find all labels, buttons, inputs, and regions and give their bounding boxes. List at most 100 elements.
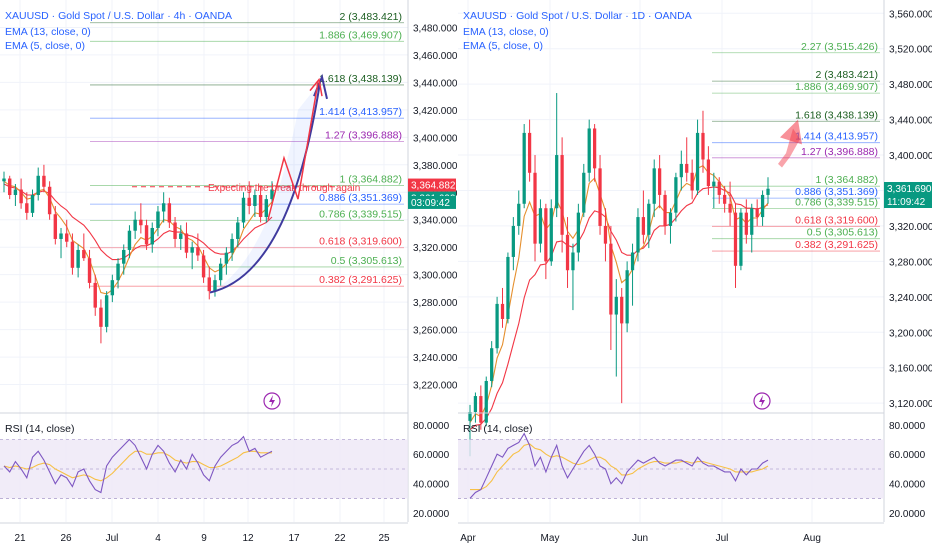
candle[interactable] [110, 280, 115, 296]
candle[interactable] [587, 128, 591, 173]
candle[interactable] [690, 172, 694, 191]
candle[interactable] [53, 214, 58, 239]
candle[interactable] [133, 219, 137, 231]
candle[interactable] [506, 256, 510, 319]
candle[interactable] [473, 396, 478, 412]
candle[interactable] [99, 307, 103, 327]
candle[interactable] [468, 412, 472, 421]
candle[interactable] [82, 249, 86, 259]
candle[interactable] [766, 188, 770, 195]
candle[interactable] [104, 295, 109, 327]
candle[interactable] [236, 222, 240, 239]
candle[interactable] [47, 186, 52, 215]
candle[interactable] [760, 194, 765, 218]
candle[interactable] [614, 296, 618, 315]
candle[interactable] [744, 212, 748, 235]
candle[interactable] [201, 255, 206, 278]
candle[interactable] [150, 227, 154, 245]
candle[interactable] [571, 252, 575, 271]
candle[interactable] [241, 197, 246, 223]
candle[interactable] [544, 208, 548, 262]
candle[interactable] [179, 233, 183, 239]
candle[interactable] [122, 249, 126, 264]
candle[interactable] [184, 233, 189, 253]
candle[interactable] [224, 252, 229, 264]
candle[interactable] [247, 197, 251, 206]
candle[interactable] [65, 233, 69, 242]
candle[interactable] [750, 208, 754, 235]
candle[interactable] [218, 263, 223, 281]
candle[interactable] [19, 189, 23, 204]
candle[interactable] [196, 247, 200, 256]
candle[interactable] [549, 208, 553, 262]
candle[interactable] [668, 212, 673, 226]
candle[interactable] [592, 128, 597, 169]
candle[interactable] [701, 132, 705, 160]
candle[interactable] [685, 163, 689, 173]
candle[interactable] [733, 212, 738, 266]
candle[interactable] [270, 189, 274, 200]
candle[interactable] [517, 203, 521, 226]
candle[interactable] [25, 203, 29, 213]
lightning-icon[interactable] [263, 392, 281, 410]
candle[interactable] [59, 233, 63, 239]
candle[interactable] [76, 249, 80, 268]
candle[interactable] [139, 219, 143, 226]
candle[interactable] [2, 178, 6, 182]
candle[interactable] [253, 195, 257, 206]
candle[interactable] [555, 155, 559, 209]
candle[interactable] [161, 203, 166, 212]
candle[interactable] [87, 258, 92, 283]
candle[interactable] [576, 212, 580, 253]
candle[interactable] [500, 303, 505, 319]
candle[interactable] [7, 178, 12, 196]
candle[interactable] [620, 296, 624, 324]
candle[interactable] [647, 203, 651, 235]
candle[interactable] [30, 195, 35, 213]
candle[interactable] [213, 280, 217, 292]
candle[interactable] [712, 181, 716, 187]
candle[interactable] [207, 277, 211, 292]
lightning-icon[interactable] [753, 392, 771, 410]
candle[interactable] [144, 225, 149, 245]
candle[interactable] [127, 230, 132, 250]
candle[interactable] [630, 252, 635, 271]
candle[interactable] [652, 168, 656, 204]
candle[interactable] [13, 189, 18, 196]
candle[interactable] [658, 168, 662, 195]
candle[interactable] [116, 263, 120, 281]
candle[interactable] [728, 203, 732, 213]
candle[interactable] [565, 234, 570, 271]
candle[interactable] [755, 208, 759, 218]
candle[interactable] [706, 159, 711, 187]
candle[interactable] [695, 132, 700, 191]
candle[interactable] [70, 241, 75, 268]
candle[interactable] [42, 175, 46, 187]
candle[interactable] [490, 348, 494, 381]
candle[interactable] [93, 282, 97, 308]
candle[interactable] [484, 380, 488, 423]
candle[interactable] [560, 155, 564, 235]
candle[interactable] [717, 181, 721, 195]
candle[interactable] [679, 163, 683, 178]
candle[interactable] [511, 225, 515, 257]
candle[interactable] [598, 168, 602, 226]
candle[interactable] [264, 199, 269, 217]
candle[interactable] [527, 132, 532, 173]
candle[interactable] [533, 172, 537, 244]
candle[interactable] [522, 132, 526, 204]
candle[interactable] [156, 211, 160, 228]
candle[interactable] [173, 222, 177, 239]
candle[interactable] [609, 243, 613, 315]
candle[interactable] [674, 177, 678, 213]
candle[interactable] [230, 238, 234, 253]
candle[interactable] [663, 194, 667, 226]
candle[interactable] [582, 172, 586, 213]
candle[interactable] [723, 194, 727, 204]
candle[interactable] [538, 208, 543, 244]
candle[interactable] [625, 270, 629, 324]
candle[interactable] [258, 195, 263, 217]
candle[interactable] [190, 247, 194, 253]
candle[interactable] [495, 303, 499, 349]
